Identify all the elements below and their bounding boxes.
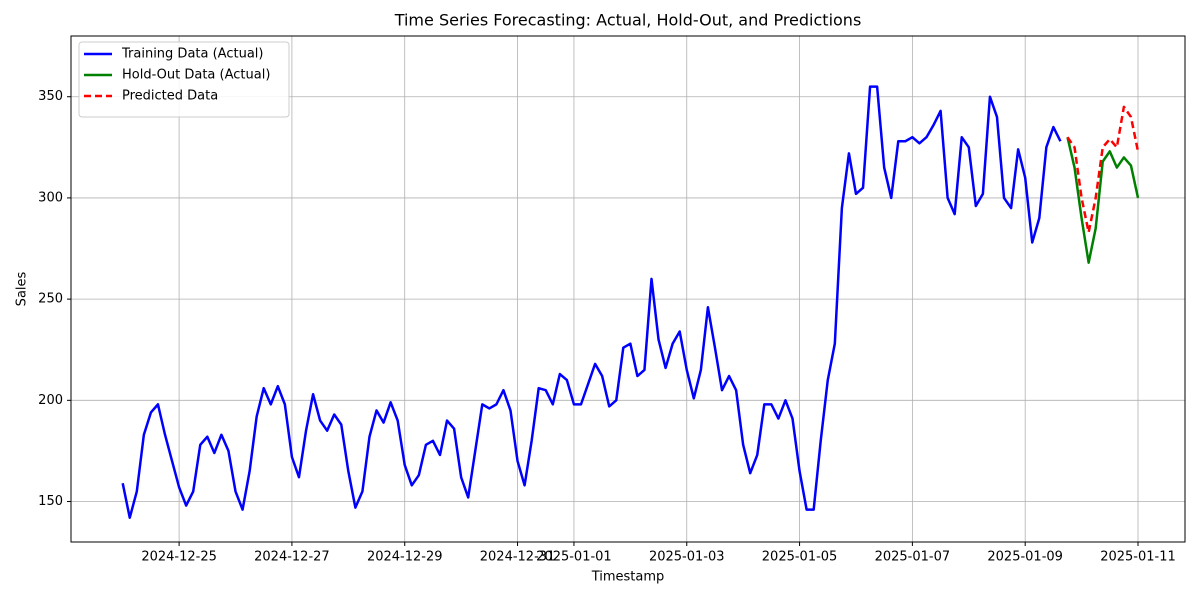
- x-tick-label: 2024-12-27: [254, 550, 330, 565]
- x-tick-label: 2025-01-05: [762, 550, 838, 565]
- legend-label: Training Data (Actual): [121, 47, 263, 62]
- legend-label: Predicted Data: [122, 89, 218, 104]
- legend-box: [78, 41, 290, 118]
- plot-frame: [70, 35, 1186, 543]
- x-tick-label: 2025-01-03: [649, 550, 725, 565]
- x-tick-label: 2025-01-11: [1100, 550, 1176, 565]
- data-line: [121, 85, 1062, 519]
- legend: Training Data (Actual) Hold-Out Data (Act…: [78, 41, 290, 118]
- x-axis-label: Timestamp: [591, 570, 665, 585]
- x-tick-label: 2024-12-29: [367, 550, 443, 565]
- x-tick-label: 2025-01-07: [875, 550, 951, 565]
- chart-title: Time Series Forecasting: Actual, Hold-Ou…: [394, 11, 862, 30]
- x-tick-label: 2025-01-01: [536, 550, 612, 565]
- x-tick-label: 2025-01-09: [987, 550, 1063, 565]
- y-tick-label: 300: [38, 190, 63, 205]
- x-tick-label: 2024-12-31: [480, 550, 556, 565]
- y-tick-label: 200: [38, 393, 63, 408]
- y-tick-label: 250: [38, 292, 63, 307]
- x-tick-label: 2024-12-25: [141, 550, 217, 565]
- y-tick-label: 150: [38, 494, 63, 509]
- data-line: [1066, 105, 1140, 234]
- legend-label: Hold-Out Data (Actual): [122, 68, 270, 83]
- y-tick-label: 350: [38, 89, 63, 104]
- y-axis-label: Sales: [15, 271, 30, 306]
- data-line: [1066, 136, 1140, 264]
